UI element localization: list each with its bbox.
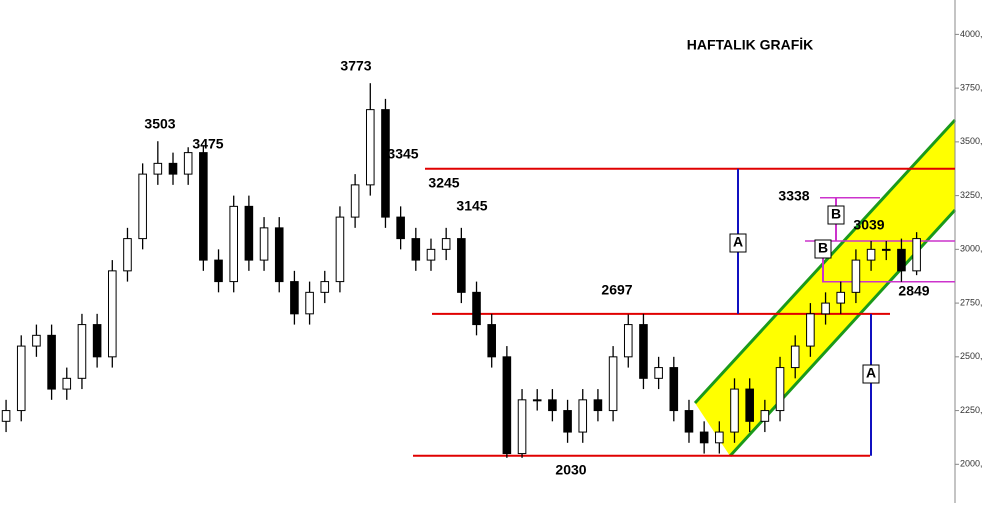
candle-body bbox=[214, 259, 223, 283]
candle-body bbox=[183, 152, 193, 175]
candle-body bbox=[715, 431, 724, 444]
measure-box bbox=[827, 205, 845, 225]
candle-body bbox=[350, 184, 360, 218]
candle-body bbox=[396, 216, 405, 240]
candle-body bbox=[502, 356, 512, 455]
y-tick-label: 2250, bbox=[960, 405, 983, 415]
candle-body bbox=[593, 399, 603, 412]
point-label: 3145 bbox=[456, 198, 487, 214]
candle-body bbox=[441, 238, 451, 250]
candle-body bbox=[47, 334, 56, 390]
candle-body bbox=[654, 367, 663, 379]
candle-body bbox=[229, 205, 238, 283]
candle-body bbox=[259, 227, 269, 261]
candle-body bbox=[320, 281, 330, 293]
measure-box bbox=[729, 233, 747, 253]
point-label: 2030 bbox=[555, 462, 586, 478]
point-label: 3245 bbox=[428, 175, 459, 191]
candle-body bbox=[851, 259, 861, 293]
candle-body bbox=[472, 291, 481, 326]
candle-body bbox=[517, 399, 527, 455]
candle-body bbox=[821, 302, 830, 315]
candle-body bbox=[168, 162, 178, 175]
candle-body bbox=[730, 388, 739, 433]
candle-body bbox=[775, 367, 785, 412]
candle-body bbox=[411, 238, 421, 261]
point-label: 3503 bbox=[144, 116, 175, 132]
candle-body bbox=[836, 291, 846, 304]
candle-body bbox=[487, 324, 496, 358]
candle-body bbox=[912, 238, 921, 272]
candle-body bbox=[32, 334, 41, 347]
candle-body bbox=[532, 399, 542, 402]
candle-body bbox=[699, 431, 709, 444]
measure-label: B bbox=[831, 206, 841, 222]
candle-body bbox=[897, 248, 906, 272]
candle-body bbox=[274, 227, 284, 283]
candle-body bbox=[123, 238, 132, 272]
candle-body bbox=[457, 238, 466, 293]
candle-body bbox=[623, 324, 633, 358]
candle-body bbox=[1, 410, 11, 422]
channel-top bbox=[693, 118, 957, 405]
candle-body bbox=[881, 248, 891, 251]
candle-body bbox=[639, 324, 648, 379]
candle-body bbox=[16, 345, 26, 412]
candle-body bbox=[806, 313, 815, 347]
candle-body bbox=[669, 367, 679, 412]
measure-box bbox=[814, 239, 832, 259]
channel bbox=[695, 120, 955, 456]
candle-body bbox=[199, 152, 208, 261]
y-tick-label: 2000, bbox=[960, 459, 983, 469]
y-tick-label: 2750, bbox=[960, 297, 983, 307]
measure-box bbox=[862, 364, 880, 384]
candle-body bbox=[77, 324, 87, 379]
candle-body bbox=[153, 162, 163, 175]
candle-body bbox=[760, 410, 770, 422]
candle-body bbox=[244, 205, 254, 261]
measure-label: A bbox=[733, 234, 743, 250]
candle-body bbox=[548, 399, 557, 412]
point-label: 3039 bbox=[853, 217, 884, 233]
measure-label: B bbox=[818, 240, 828, 256]
candle-body bbox=[62, 377, 72, 390]
point-label: 3475 bbox=[192, 136, 223, 152]
point-label: 3338 bbox=[778, 188, 809, 204]
candle-body bbox=[684, 410, 694, 433]
candle-body bbox=[305, 291, 314, 315]
candle-body bbox=[608, 356, 618, 412]
candle-body bbox=[563, 410, 572, 433]
point-label: 3345 bbox=[387, 146, 418, 162]
candle-body bbox=[108, 270, 117, 358]
candle-body bbox=[578, 399, 588, 433]
y-tick-label: 3750, bbox=[960, 83, 983, 93]
candle-body bbox=[365, 109, 375, 186]
y-tick-label: 3500, bbox=[960, 136, 983, 146]
candle-body bbox=[335, 216, 345, 283]
candle-body bbox=[290, 281, 299, 315]
y-tick-label: 3000, bbox=[960, 244, 983, 254]
candle-body bbox=[138, 173, 147, 240]
candle-body bbox=[790, 345, 800, 369]
candle-body bbox=[866, 248, 876, 261]
chart-title: HAFTALIK GRAFİK bbox=[687, 37, 814, 53]
candle-body bbox=[745, 388, 754, 422]
y-tick-label: 2500, bbox=[960, 351, 983, 361]
point-label: 2697 bbox=[601, 282, 632, 298]
y-tick-label: 4000, bbox=[960, 29, 983, 39]
candle-body bbox=[92, 324, 102, 358]
point-label: 3773 bbox=[340, 58, 371, 74]
point-label: 2849 bbox=[898, 283, 929, 299]
measure-label: A bbox=[866, 365, 876, 381]
candle-body bbox=[426, 248, 436, 261]
y-tick-label: 3250, bbox=[960, 190, 983, 200]
candle-body bbox=[381, 109, 390, 218]
